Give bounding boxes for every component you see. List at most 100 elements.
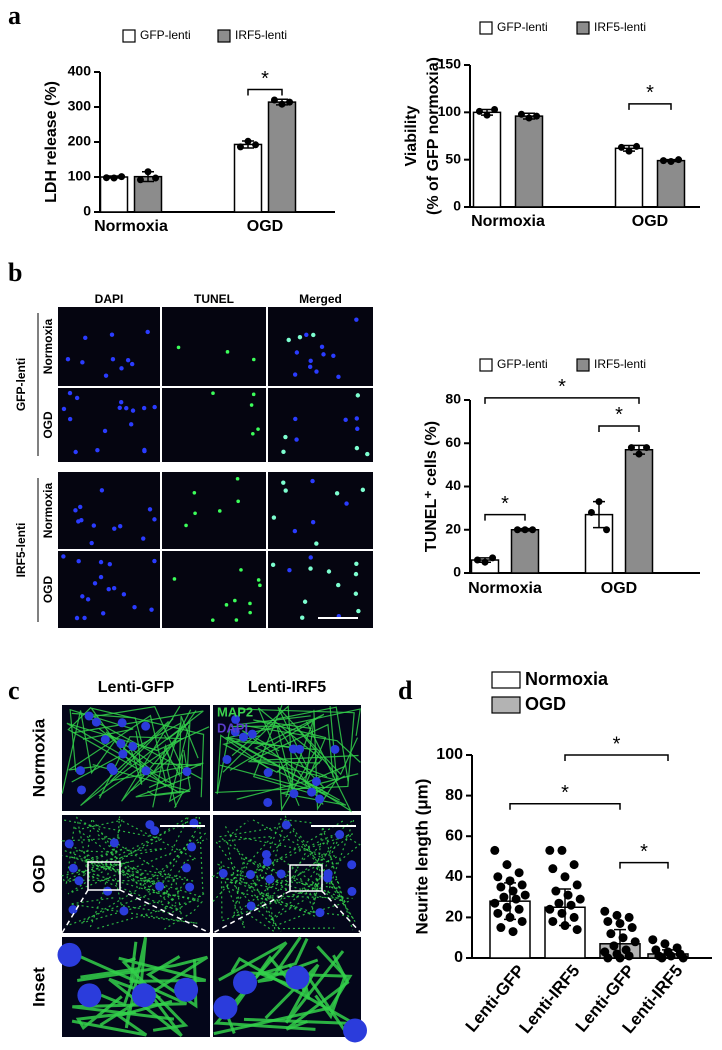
neurite [97, 836, 199, 929]
nucleus [141, 766, 151, 776]
data-point [609, 941, 619, 951]
nucleus [239, 732, 249, 742]
neurite [248, 723, 334, 778]
merged-signal [353, 591, 359, 596]
nucleus [182, 767, 192, 777]
merged-signal [354, 561, 359, 566]
nucleus [83, 335, 88, 341]
data-point [110, 174, 118, 182]
neurite [230, 956, 355, 1025]
nucleus [315, 794, 325, 804]
nucleus [315, 908, 325, 918]
nucleus [276, 869, 286, 879]
data-point [521, 526, 529, 534]
merged-signal [334, 491, 340, 496]
data-point [630, 937, 640, 947]
panel-label: d [398, 676, 413, 705]
merged-signal [353, 571, 359, 577]
merged-signal [294, 437, 299, 442]
bar [614, 147, 644, 208]
inset-guide [119, 889, 211, 934]
nucleus [131, 983, 156, 1008]
y-tick-label: 40 [445, 868, 463, 885]
y-tick-label: 400 [68, 63, 92, 79]
neurite [227, 877, 323, 927]
data-point [511, 894, 521, 904]
neurite [81, 846, 202, 898]
nucleus [84, 711, 94, 721]
legend-label: Normoxia [525, 669, 609, 689]
nucleus [77, 785, 87, 795]
tunel-signal [235, 476, 240, 481]
neurite [73, 710, 204, 807]
merged-signal [308, 566, 313, 571]
legend-swatch [479, 21, 493, 35]
bar [233, 143, 263, 213]
nucleus [262, 857, 272, 867]
significance-label: * [558, 376, 566, 398]
data-point [517, 110, 525, 118]
nucleus [128, 741, 138, 751]
data-point [560, 872, 570, 882]
tunel-signal [224, 603, 229, 607]
tunel-signal [192, 490, 197, 495]
neurite [238, 715, 361, 763]
significance-label: * [646, 82, 654, 104]
data-point [554, 898, 564, 908]
y-tick-label: 300 [68, 98, 92, 114]
data-point [572, 925, 582, 935]
data-point [635, 450, 643, 458]
y-tick-label: 80 [445, 787, 463, 804]
nucleus [149, 607, 154, 612]
merged-signal [314, 541, 319, 546]
nucleus [231, 714, 241, 724]
nucleus [100, 735, 110, 745]
data-point [624, 951, 634, 961]
significance-label: * [561, 782, 569, 804]
legend-swatch [479, 358, 493, 372]
nucleus [124, 406, 129, 411]
nucleus [342, 1018, 367, 1043]
bar [510, 529, 540, 574]
merged-signal [336, 582, 341, 588]
y-tick-label: 50 [445, 150, 461, 166]
significance-bracket [509, 802, 621, 810]
legend-label: IRF5-lenti [594, 357, 646, 371]
data-point [236, 143, 244, 151]
bar [624, 448, 654, 574]
data-point [603, 526, 611, 534]
micrograph [62, 815, 210, 933]
nucleus [103, 886, 113, 896]
nucleus [218, 868, 228, 878]
data-point [489, 554, 497, 562]
merged-signal [307, 364, 313, 370]
row-label: Normoxia [41, 483, 55, 539]
data-point [502, 860, 512, 870]
data-point [548, 864, 558, 874]
column-header: Lenti-IRF5 [248, 679, 326, 696]
significance-bracket [619, 861, 669, 869]
tunel-signal [239, 568, 243, 572]
legend-swatch [576, 21, 590, 35]
tunel-signal [211, 391, 215, 395]
neurite [250, 874, 335, 930]
nucleus [119, 906, 129, 916]
nucleus [92, 581, 98, 586]
data-point [473, 556, 481, 564]
nucleus [307, 787, 317, 797]
nucleus [181, 863, 191, 873]
legend-swatch [576, 358, 590, 372]
data-point [612, 910, 622, 920]
merged-signal [270, 562, 276, 568]
legend-label: GFP-lenti [140, 28, 191, 42]
data-point [508, 927, 518, 937]
nucleus [174, 977, 199, 1002]
neurite [221, 830, 349, 914]
legend-label: IRF5-lenti [235, 28, 287, 42]
data-point [508, 886, 518, 896]
legend-label: GFP-lenti [497, 20, 548, 34]
row-label: OGD [41, 411, 55, 439]
merged-signal [344, 501, 349, 506]
nucleus [98, 559, 104, 565]
merged-signal [292, 528, 298, 534]
